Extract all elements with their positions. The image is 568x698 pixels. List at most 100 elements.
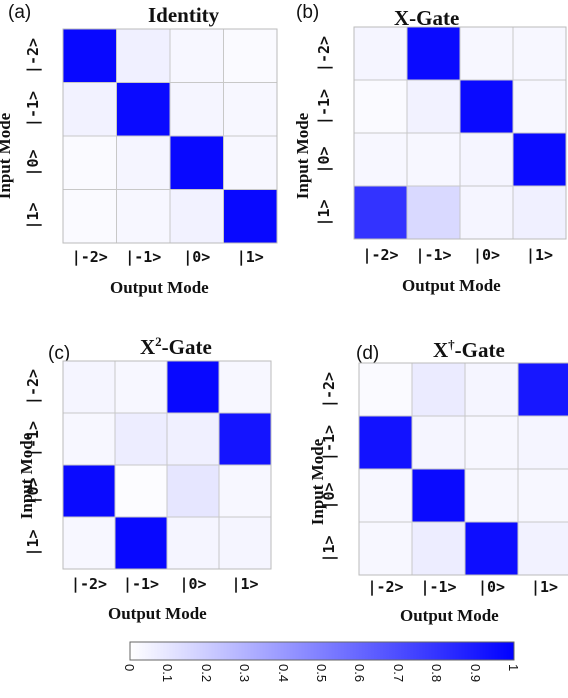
heatmap-cell xyxy=(358,468,413,523)
heatmap-cell xyxy=(464,362,519,417)
heatmap-cell xyxy=(116,189,171,244)
heatmap-cell xyxy=(512,185,567,240)
heatmap-cell xyxy=(459,79,514,134)
heatmap-grid xyxy=(358,362,568,576)
heatmap-cell xyxy=(411,521,466,576)
colorbar-tick-label: 0.9 xyxy=(467,664,483,683)
heatmap-cell xyxy=(166,516,220,570)
x-tick-label: |1> xyxy=(231,575,259,593)
colorbar-tick-label: 0.7 xyxy=(390,664,406,683)
x-tick-label: |-1> xyxy=(125,248,162,266)
colorbar-tick-label: 0.3 xyxy=(237,664,253,683)
heatmap-cell xyxy=(62,189,117,244)
colorbar-tick-label: 0.8 xyxy=(429,664,445,683)
heatmap-cell xyxy=(166,360,220,414)
colorbar-tick-label: 0.6 xyxy=(352,664,368,683)
heatmap-cell xyxy=(223,82,278,137)
heatmap-cell xyxy=(406,132,461,187)
y-tick-label: |-2> xyxy=(320,371,338,408)
heatmap-grid xyxy=(62,28,278,244)
heatmap-cell xyxy=(116,28,171,83)
heatmap-cell xyxy=(218,360,272,414)
y-axis-title: Input Mode xyxy=(0,112,15,200)
y-tick-label: |0> xyxy=(315,145,333,174)
heatmap-cell xyxy=(223,28,278,83)
heatmap-cell xyxy=(353,132,408,187)
heatmap-cell xyxy=(411,415,466,470)
heatmap-cell xyxy=(223,189,278,244)
x-tick-label: |0> xyxy=(179,575,207,593)
heatmap-cell xyxy=(464,415,519,470)
panel-title: Identity xyxy=(148,3,220,27)
heatmap-cell xyxy=(114,464,168,518)
y-tick-label: |-2> xyxy=(24,37,42,74)
heatmap-cell xyxy=(169,189,224,244)
heatmap-cell xyxy=(116,82,171,137)
x-axis-title: Output Mode xyxy=(402,276,501,295)
heatmap-cell xyxy=(169,28,224,83)
y-tick-label: |-1> xyxy=(24,91,42,128)
x-tick-label: |-2> xyxy=(70,575,108,593)
heatmap-cell xyxy=(114,412,168,466)
x-tick-label: |-1> xyxy=(420,578,457,596)
x-tick-label: |-2> xyxy=(362,246,399,264)
y-tick-label: |1> xyxy=(24,529,42,557)
heatmap-cell xyxy=(166,464,220,518)
colorbar-tick-label: 0.5 xyxy=(314,664,329,683)
panel-title: X†-Gate xyxy=(433,337,505,362)
x-tick-label: |-1> xyxy=(415,246,452,264)
y-tick-label: |1> xyxy=(24,202,42,230)
panel-title: X2-Gate xyxy=(140,334,212,359)
heatmap-border xyxy=(62,28,278,244)
heatmap-cell xyxy=(62,412,116,466)
heatmap-cell xyxy=(517,521,568,576)
heatmap-cell xyxy=(512,132,567,187)
heatmap-border xyxy=(358,362,568,576)
x-tick-label: |1> xyxy=(530,578,559,596)
heatmap-cell xyxy=(62,82,117,137)
heatmap-cell xyxy=(353,185,408,240)
heatmap-cell xyxy=(62,135,117,190)
y-tick-label: |-1> xyxy=(315,88,333,125)
heatmap-cell xyxy=(62,516,116,570)
heatmap-grid xyxy=(353,26,567,240)
panel-label: (c) xyxy=(48,343,71,364)
colorbar-tick-label: 0 xyxy=(122,664,137,672)
heatmap-grid xyxy=(62,360,272,570)
heatmap-cell xyxy=(406,185,461,240)
heatmap-cell xyxy=(464,521,519,576)
heatmap-cell xyxy=(218,412,272,466)
heatmap-cell xyxy=(223,135,278,190)
colorbar-tick-label: 0.4 xyxy=(275,664,291,683)
heatmap-cell xyxy=(166,412,220,466)
y-axis-title: Input Mode xyxy=(293,112,313,200)
colorbar-tick-label: 0.2 xyxy=(198,664,214,683)
heatmap-cell xyxy=(459,185,514,240)
x-tick-label: |-2> xyxy=(71,248,108,266)
x-tick-label: |1> xyxy=(525,246,554,264)
y-tick-label: |1> xyxy=(320,534,338,563)
x-axis-title: Output Mode xyxy=(400,606,499,625)
y-tick-label: |0> xyxy=(24,477,42,505)
heatmap-cell xyxy=(62,28,117,83)
colorbar-gradient xyxy=(129,641,515,661)
heatmap-cell xyxy=(406,26,461,81)
heatmap-border xyxy=(62,360,272,570)
heatmap-cell xyxy=(517,362,568,417)
x-axis-title: Output Mode xyxy=(108,604,207,623)
colorbar-tick-label: 0.1 xyxy=(160,664,176,683)
heatmap-cell xyxy=(218,516,272,570)
heatmap-cell xyxy=(512,79,567,134)
y-tick-label: |0> xyxy=(320,481,338,510)
heatmap-cell xyxy=(169,135,224,190)
panel-label: (a) xyxy=(8,2,32,23)
heatmap-cell xyxy=(512,26,567,81)
y-tick-label: |-2> xyxy=(24,368,42,406)
heatmap-cell xyxy=(406,79,461,134)
y-tick-label: |1> xyxy=(315,198,333,227)
colorbar-tick-label: 1 xyxy=(506,664,521,672)
y-tick-label: |-2> xyxy=(315,35,333,72)
heatmap-cell xyxy=(358,521,413,576)
y-tick-label: |0> xyxy=(24,149,42,177)
heatmap-cell xyxy=(411,362,466,417)
